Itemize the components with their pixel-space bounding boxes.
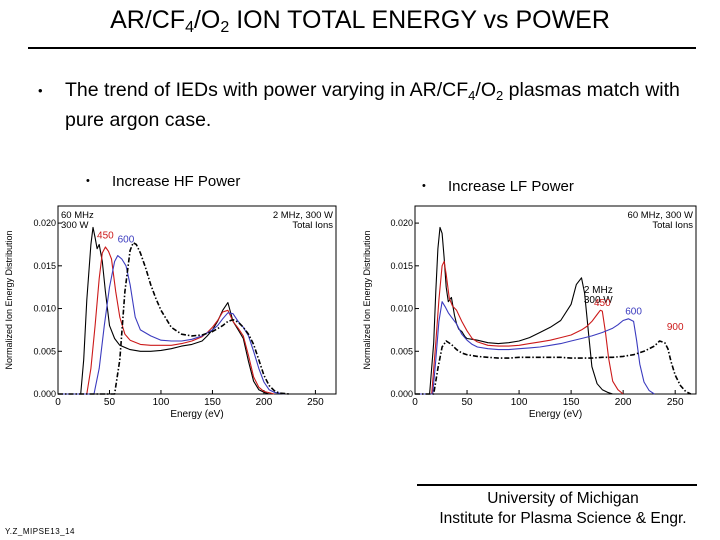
y-tick-label: 0.005 xyxy=(390,346,413,356)
y-axis-label: Normalized Ion Energy Distribution xyxy=(362,230,372,369)
corner-label-right: Total Ions xyxy=(652,220,693,231)
corner-label-right: 60 MHz, 300 W xyxy=(628,210,693,221)
title-part: ION TOTAL ENERGY vs POWER xyxy=(229,6,610,34)
power-annotation: 300 W xyxy=(584,295,613,306)
lf-power-ied-chart: 0 50 100 150 200 250 0.000 0.005 0.010 0.015 0.020… xyxy=(362,205,697,420)
x-tick-label: 150 xyxy=(204,397,221,408)
right-sub-bullet-text: Increase LF Power xyxy=(448,178,574,195)
x-tick-label: 150 xyxy=(563,397,580,408)
series-point-label: 600 xyxy=(118,235,135,246)
slide-credit: Y.Z_MIPSE13_14 xyxy=(5,527,76,536)
series-line-900 xyxy=(415,340,692,395)
main-bullet-text: The trend of IEDs with power varying in … xyxy=(65,78,705,133)
y-tick-label: 0.005 xyxy=(33,346,56,356)
y-tick-label: 0.015 xyxy=(33,261,56,271)
series-point-label: 900 xyxy=(667,322,684,333)
bullet-part: plasmas match with pure argon case. xyxy=(65,79,680,131)
x-axis-label: Energy (eV) xyxy=(529,409,582,420)
bullet-dot-icon: • xyxy=(86,175,90,187)
y-tick-label: 0.020 xyxy=(33,218,56,228)
series-line-450 xyxy=(58,246,275,395)
university-name: University of Michigan xyxy=(487,490,639,507)
title-part: AR/CF xyxy=(110,6,186,34)
title-divider xyxy=(28,47,696,49)
x-tick-label: 0 xyxy=(55,397,61,408)
y-tick-label: 0.000 xyxy=(33,389,56,399)
corner-label-left: 300 W xyxy=(61,220,88,231)
x-tick-label: 100 xyxy=(511,397,528,408)
institute-name: Institute for Plasma Science & Engr. xyxy=(439,510,687,527)
y-axis-label: Normalized Ion Energy Distribution xyxy=(4,230,14,369)
hf-power-ied-chart: 0 50 100 150 200 250 0.000 0.005 0.010 0.015 0.020… xyxy=(4,205,337,420)
series-line-900 xyxy=(58,241,290,395)
footer-divider xyxy=(417,484,697,486)
x-tick-label: 100 xyxy=(153,397,170,408)
slide-title: AR/CF4/O2 ION TOTAL ENERGY vs POWER xyxy=(0,6,720,37)
y-tick-label: 0.020 xyxy=(390,218,413,228)
x-tick-label: 250 xyxy=(667,397,684,408)
x-tick-label: 200 xyxy=(256,397,273,408)
series-line-600 xyxy=(58,255,285,395)
series-line-600 xyxy=(415,301,655,395)
series-line-300 xyxy=(415,226,613,395)
plot-frame xyxy=(57,205,337,395)
title-subscript: 4 xyxy=(185,19,194,36)
title-subscript: 2 xyxy=(220,19,230,36)
bullet-dot-icon: • xyxy=(422,180,426,192)
series-line-450 xyxy=(415,260,624,395)
corner-label-right: Total Ions xyxy=(292,220,333,231)
series-line-300 xyxy=(58,226,270,395)
bullet-subscript: 2 xyxy=(496,88,504,103)
plot-frame xyxy=(414,205,697,395)
bullet-part: The trend of IEDs with power varying in … xyxy=(65,79,469,101)
bullet-dot-icon: • xyxy=(38,83,43,98)
x-tick-label: 50 xyxy=(461,397,473,408)
y-tick-label: 0.015 xyxy=(390,261,413,271)
left-sub-bullet-text: Increase HF Power xyxy=(112,173,241,190)
y-tick-label: 0.000 xyxy=(390,389,413,399)
corner-label-right: 2 MHz, 300 W xyxy=(273,210,333,221)
series-point-label: 450 xyxy=(594,298,611,309)
x-tick-label: 250 xyxy=(307,397,324,408)
bullet-subscript: 4 xyxy=(468,88,476,103)
series-point-label: 450 xyxy=(97,230,114,241)
series-point-label: 600 xyxy=(625,307,642,318)
y-tick-label: 0.010 xyxy=(33,304,56,314)
x-tick-label: 0 xyxy=(412,397,418,408)
y-tick-label: 0.010 xyxy=(390,304,413,314)
title-part: /O xyxy=(193,6,221,34)
corner-label-left: 60 MHz xyxy=(61,210,94,221)
x-tick-label: 200 xyxy=(615,397,632,408)
bullet-part: /O xyxy=(475,79,496,101)
power-annotation: 2 MHz xyxy=(584,285,613,296)
institution-footer: University of Michigan Institute for Pla… xyxy=(417,489,709,529)
x-tick-label: 50 xyxy=(104,397,116,408)
x-axis-label: Energy (eV) xyxy=(170,409,223,420)
